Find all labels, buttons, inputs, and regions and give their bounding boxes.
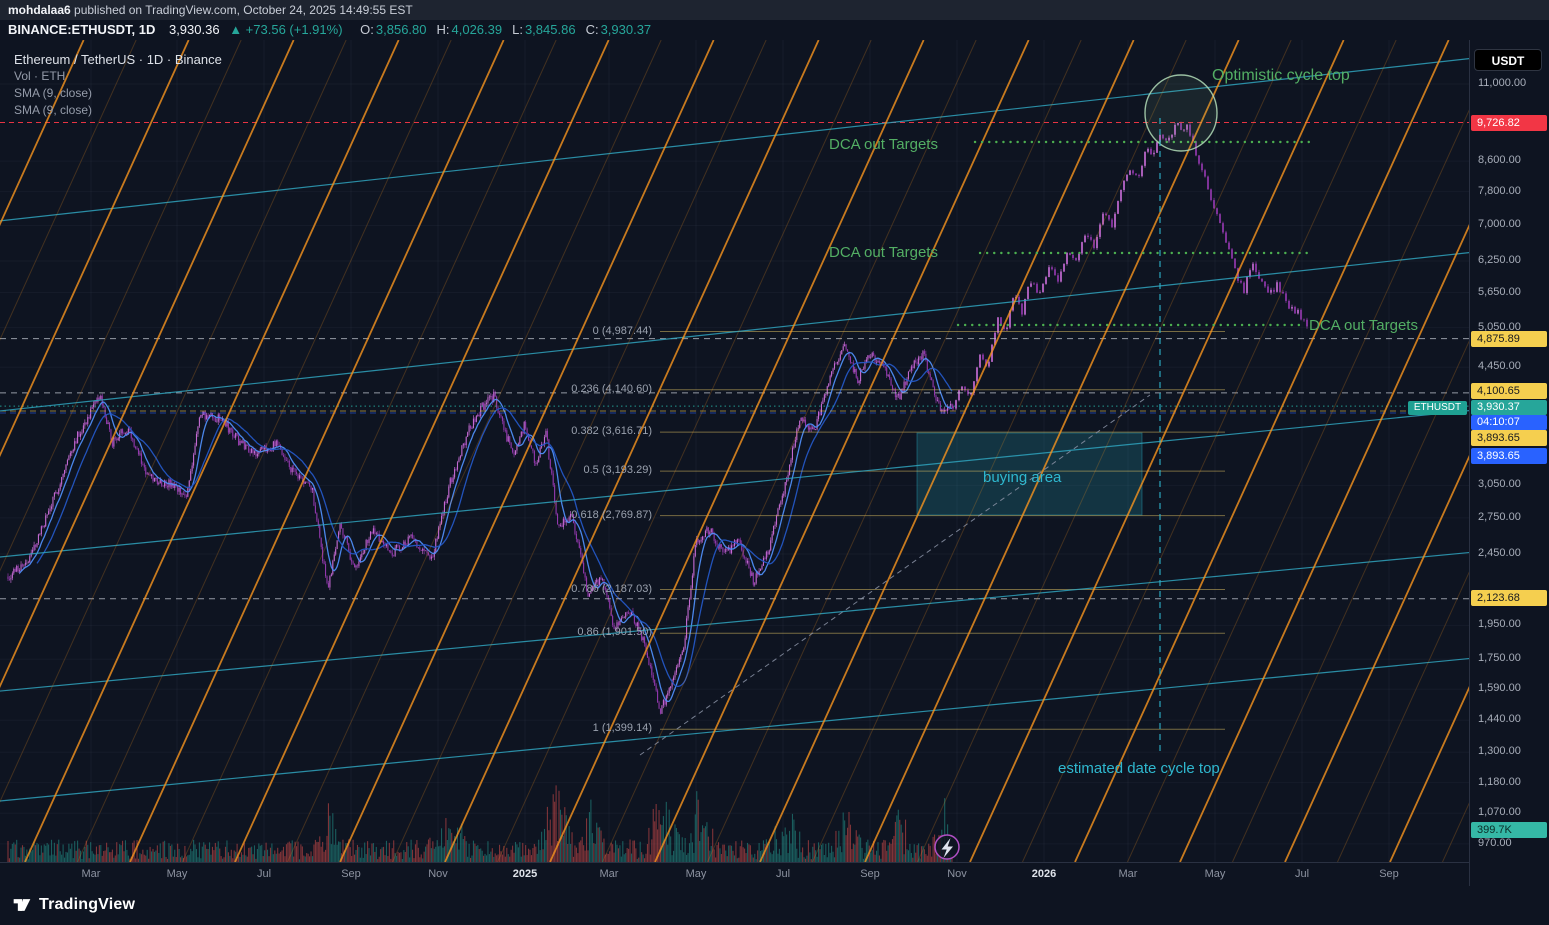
- ohlc-label: H:: [436, 22, 450, 37]
- time-tick-month: Sep: [341, 868, 361, 880]
- price-tick-label: 7,000.00: [1478, 218, 1521, 231]
- sma-fast-line: [19, 352, 953, 703]
- time-tick-month: Sep: [1379, 868, 1399, 880]
- time-tick-year: 2025: [512, 868, 538, 880]
- fib-level-label: 1 (1,399.14): [592, 722, 652, 735]
- cycle-top-circle[interactable]: [1144, 74, 1218, 152]
- ohlc-values: O: 3,856.80 H: 4,026.39 L: 3,845.86 C: 3,930.37: [360, 22, 661, 37]
- fib-level-label: 0.86 (1,901.50): [577, 626, 652, 639]
- ohlc-label: L:: [512, 22, 523, 37]
- time-tick-month: Mar: [599, 868, 619, 880]
- time-tick-month: Mar: [1118, 868, 1138, 880]
- time-tick-month: Jul: [256, 868, 272, 880]
- sma-slow-line: [36, 361, 953, 688]
- price-tick-label: 6,250.00: [1478, 253, 1521, 266]
- price-tick-label: 1,950.00: [1478, 618, 1521, 631]
- price-tick-label: 2,450.00: [1478, 546, 1521, 559]
- countdown-badge: 04:10:07: [1471, 415, 1547, 430]
- fib-level-label: 0.5 (3,193.29): [583, 464, 653, 477]
- ohlc-value: 3,856.80: [375, 22, 427, 37]
- price-tick-label: 1,590.00: [1478, 682, 1521, 695]
- volume-badge: 399.7K: [1471, 822, 1547, 838]
- fib-level-label: 0.236 (4,140.60): [571, 382, 652, 395]
- price-tick-label: 1,180.00: [1478, 775, 1521, 788]
- price-tick-label: 970.00: [1478, 836, 1512, 849]
- price-badge-4100: 4,100.65: [1471, 383, 1547, 399]
- price-tick-label: 1,440.00: [1478, 713, 1521, 726]
- time-tick-month: Nov: [947, 868, 967, 880]
- price-tick-label: 1,300.00: [1478, 745, 1521, 758]
- symbol-title[interactable]: BINANCE:ETHUSDT, 1D: [8, 22, 156, 37]
- price-change-text: ▲ +73.56 (+1.91%): [229, 22, 343, 37]
- fib-level-label: 0 (4,987.44): [592, 324, 652, 337]
- cyan-trendline[interactable]: [0, 58, 1469, 222]
- buying-area-zone[interactable]: [916, 432, 1143, 516]
- price-tick-label: 2,750.00: [1478, 510, 1521, 523]
- ohlc-value: 3,930.37: [600, 22, 652, 37]
- time-tick-month: Sep: [860, 868, 880, 880]
- time-tick-month: May: [685, 868, 707, 880]
- price-badge-2123: 2,123.68: [1471, 590, 1547, 606]
- time-tick-month: May: [1204, 868, 1226, 880]
- symbol-info-bar: BINANCE:ETHUSDT, 1D 3,930.36 ▲ +73.56 (+…: [0, 20, 1549, 40]
- publisher-text: published on TradingView.com, October 24…: [70, 3, 413, 17]
- price-tick-label: 4,450.00: [1478, 360, 1521, 373]
- price-badge-3893-blue: 3,893.65: [1471, 448, 1547, 464]
- price-tick-label: 5,050.00: [1478, 320, 1521, 333]
- price-badge-9726: 9,726.82: [1471, 115, 1547, 131]
- price-badge-3893-yellow: 3,893.65: [1471, 430, 1547, 446]
- ohlc-value: 4,026.39: [451, 22, 503, 37]
- ohlc-value: 3,845.86: [524, 22, 576, 37]
- time-axis[interactable]: Mar May Jul Sep Nov 2025 Mar May Jul Sep Nov 2026 Ma…: [0, 862, 1469, 886]
- time-tick-month: Nov: [428, 868, 448, 880]
- price-tick-label: 8,600.00: [1478, 154, 1521, 167]
- price-tick-label: 3,050.00: [1478, 478, 1521, 491]
- tradingview-logo[interactable]: TradingView: [12, 895, 135, 915]
- lightning-icon[interactable]: [934, 834, 960, 860]
- cyan-trendline[interactable]: [0, 551, 1469, 692]
- price-tick-label: 5,650.00: [1478, 285, 1521, 298]
- publisher-name: mohdalaa6: [8, 3, 71, 17]
- price-axis[interactable]: USDT 11,000.00 8,600.00 7,800.00 7,000.00 6,…: [1469, 40, 1549, 886]
- publisher-bar: mohdalaa6 published on TradingView.com, …: [0, 0, 1549, 20]
- fib-level-label: 0.786 (2,187.03): [571, 582, 652, 595]
- price-tick-label: 11,000.00: [1478, 77, 1527, 90]
- ohlc-label: O:: [360, 22, 374, 37]
- cyan-trendline[interactable]: [0, 252, 1469, 412]
- price-badge-4875: 4,875.89: [1471, 331, 1547, 347]
- price-tick-label: 7,800.00: [1478, 184, 1521, 197]
- last-price-badge: 3,930.37: [1471, 400, 1547, 415]
- projection-path[interactable]: [952, 121, 1308, 411]
- volume-series: [7, 785, 953, 862]
- fib-level-label: 0.618 (2,769.87): [571, 508, 652, 521]
- tradingview-logo-icon: [13, 899, 31, 911]
- time-tick-year: 2026: [1031, 868, 1057, 880]
- candlestick-series: [7, 341, 953, 715]
- price-chart-canvas[interactable]: [0, 40, 1469, 862]
- fib-retracement-lines[interactable]: [660, 331, 1225, 730]
- footer-bar: TradingView: [0, 886, 1549, 925]
- orange-channel-lines[interactable]: [0, 40, 1469, 862]
- time-tick-month: May: [166, 868, 188, 880]
- last-price-text: 3,930.36: [168, 22, 220, 37]
- cyan-trendline[interactable]: [0, 409, 1469, 558]
- ohlc-label: C:: [585, 22, 599, 37]
- cyan-trendline[interactable]: [0, 657, 1469, 802]
- time-tick-month: Jul: [775, 868, 791, 880]
- chart-area[interactable]: Ethereum / TetherUS · 1D · Binance Vol ·…: [0, 40, 1469, 862]
- fib-level-label: 0.382 (3,616.71): [571, 425, 652, 438]
- tradingview-logo-text: TradingView: [39, 896, 136, 913]
- grid: [0, 40, 1469, 862]
- time-tick-month: Jul: [1294, 868, 1310, 880]
- price-tick-label: 1,070.00: [1478, 806, 1521, 819]
- currency-toggle-button[interactable]: USDT: [1474, 49, 1542, 71]
- time-tick-month: Mar: [81, 868, 101, 880]
- symbol-price-tag: ETHUSDT: [1408, 401, 1467, 415]
- price-tick-label: 1,750.00: [1478, 652, 1521, 665]
